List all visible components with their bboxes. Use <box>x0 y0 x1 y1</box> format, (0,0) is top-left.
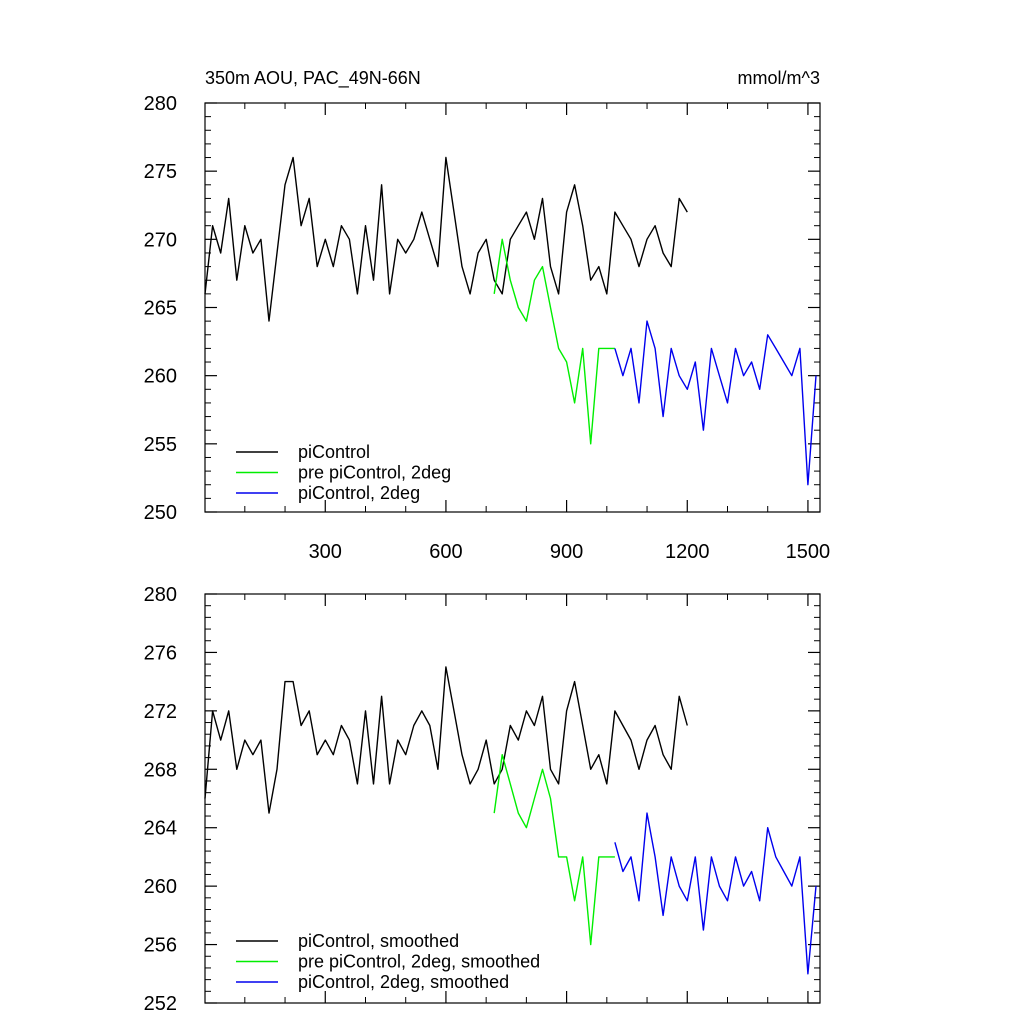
y-tick-label: 260 <box>144 876 177 898</box>
top-panel: 300 600 900 1200 1500 250 255 260 265 270 275 280 pi… <box>144 93 831 563</box>
y-tick-label: 276 <box>144 642 177 664</box>
y-tick-label: 275 <box>144 161 177 183</box>
series-line <box>204 156 688 322</box>
y-tick-label: 264 <box>144 818 177 840</box>
series-line <box>493 754 615 946</box>
x-tick-label: 1500 <box>786 541 831 563</box>
bottom-panel: 252 256 260 264 268 272 276 280 piControl, smoot… <box>144 584 821 1015</box>
legend-label: piControl, 2deg <box>298 483 420 503</box>
plot-title: 350m AOU, PAC_49N-66N <box>205 68 421 89</box>
x-tick-label: 900 <box>550 541 583 563</box>
series-line <box>614 320 817 486</box>
x-tick-label: 300 <box>309 541 342 563</box>
x-tick-label: 1200 <box>665 541 710 563</box>
y-tick-label: 256 <box>144 935 177 957</box>
y-tick-label: 260 <box>144 366 177 388</box>
plot-units: mmol/m^3 <box>738 68 820 88</box>
y-tick-label: 280 <box>144 93 177 115</box>
legend-label: pre piControl, 2deg, smoothed <box>298 952 540 972</box>
legend-label: pre piControl, 2deg <box>298 463 451 483</box>
series-line <box>493 238 615 445</box>
y-tick-label: 272 <box>144 701 177 723</box>
legend-label: piControl <box>298 442 370 462</box>
y-tick-label: 250 <box>144 502 177 524</box>
y-tick-label: 280 <box>144 584 177 606</box>
y-tick-label: 265 <box>144 298 177 320</box>
series-line <box>614 812 817 975</box>
series-line <box>204 666 688 814</box>
y-tick-label: 270 <box>144 229 177 251</box>
x-tick-label: 600 <box>429 541 462 563</box>
y-tick-label: 252 <box>144 993 177 1015</box>
legend-label: piControl, 2deg, smoothed <box>298 972 509 992</box>
y-tick-label: 255 <box>144 434 177 456</box>
legend-label: piControl, smoothed <box>298 931 459 951</box>
y-tick-label: 268 <box>144 759 177 781</box>
